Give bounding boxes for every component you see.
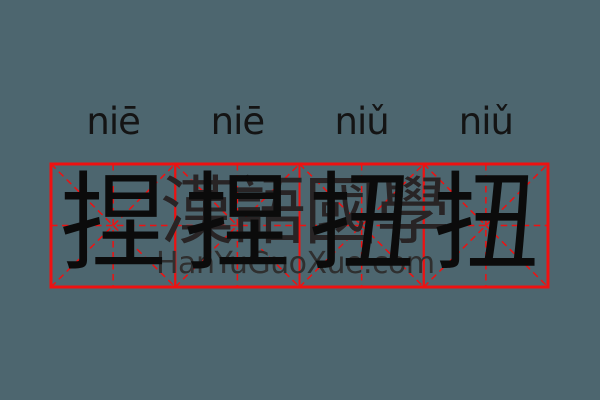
hanzi-character-2: 捏 [184,162,291,285]
pinyin-syllable-1: niē [86,100,141,143]
pinyin-syllable-3: niǔ [334,100,390,143]
watermark-site-url: HanYuGuoXue.com [156,246,435,281]
pinyin-syllable-2: niē [210,100,266,143]
hanzi-character-4: 扭 [432,162,539,285]
watermark-cjk-text: 漢語國學 [160,169,450,255]
pinyin-syllable-4: niǔ [458,100,514,143]
hanzi-character-1: 捏 [60,162,167,285]
hanzi-character-3: 扭 [308,162,415,285]
